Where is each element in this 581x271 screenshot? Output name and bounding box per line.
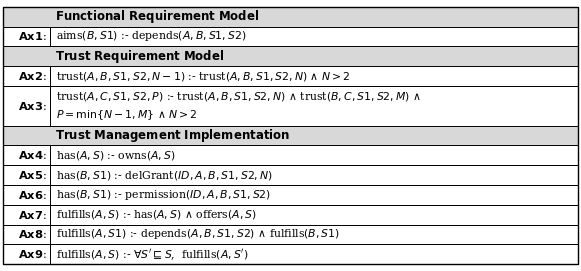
Bar [50,86,578,125]
Bar [3,205,50,225]
Text: $\bf{Functional\ Requirement\ Model}$: $\bf{Functional\ Requirement\ Model}$ [55,8,260,25]
Text: $\mathbf{Ax2}$:: $\mathbf{Ax2}$: [17,70,46,82]
Bar [3,7,578,27]
Text: fulfills$(A, S)$ :- has$(A, S)$ $\wedge$ offers$(A, S)$: fulfills$(A, S)$ :- has$(A, S)$ $\wedge$… [56,208,257,221]
Bar [50,225,578,244]
Text: aims$(B, S1)$ :- depends$(A, B, S1, S2)$: aims$(B, S1)$ :- depends$(A, B, S1, S2)$ [56,30,247,44]
Bar [3,244,50,264]
Text: $\bf{Trust\ Requirement\ Model}$: $\bf{Trust\ Requirement\ Model}$ [55,48,224,65]
Text: $\mathbf{Ax4}$:: $\mathbf{Ax4}$: [17,149,46,161]
Bar [3,66,50,86]
Bar [3,146,50,165]
Text: has$(B, S1)$ :- delGrant$(ID, A, B, S1, S2, N)$: has$(B, S1)$ :- delGrant$(ID, A, B, S1, … [56,169,273,182]
Text: has$(A, S)$ :- owns$(A, S)$: has$(A, S)$ :- owns$(A, S)$ [56,149,176,162]
Bar [3,185,50,205]
Text: $\mathbf{Ax7}$:: $\mathbf{Ax7}$: [17,209,46,221]
Bar [50,165,578,185]
Bar [3,27,50,46]
Text: $\mathbf{Ax5}$:: $\mathbf{Ax5}$: [17,169,46,181]
Text: $P = \min\{N-1, M\}$ $\wedge$ $N > 2$: $P = \min\{N-1, M\}$ $\wedge$ $N > 2$ [56,108,198,122]
Bar [50,66,578,86]
Bar [3,46,578,66]
Bar [3,125,578,146]
Bar [3,225,50,244]
Text: $\mathbf{Ax1}$:: $\mathbf{Ax1}$: [17,31,46,43]
Bar [50,27,578,46]
Bar [50,205,578,225]
Text: fulfills$(A, S1)$ :- depends$(A, B, S1, S2)$ $\wedge$ fulfills$(B, S1)$: fulfills$(A, S1)$ :- depends$(A, B, S1, … [56,227,340,241]
Text: $\mathbf{Ax8}$:: $\mathbf{Ax8}$: [17,228,46,240]
Text: $\mathbf{Ax9}$:: $\mathbf{Ax9}$: [17,248,46,260]
Text: trust$(A, B, S1, S2, N-1)$ :- trust$(A, B, S1, S2, N)$ $\wedge$ $N > 2$: trust$(A, B, S1, S2, N-1)$ :- trust$(A, … [56,70,351,83]
Text: $\bf{Trust\ Management\ Implementation}$: $\bf{Trust\ Management\ Implementation}$ [55,127,290,144]
Bar [3,165,50,185]
Text: has$(B, S1)$ :- permission$(ID, A, B, S1, S2)$: has$(B, S1)$ :- permission$(ID, A, B, S1… [56,188,271,202]
Text: trust$(A, C, S1, S2, P)$ :- trust$(A, B, S1, S2, N)$ $\wedge$ trust$(B, C, S1, S: trust$(A, C, S1, S2, P)$ :- trust$(A, B,… [56,90,421,103]
Bar [50,185,578,205]
Text: $\mathbf{Ax3}$:: $\mathbf{Ax3}$: [17,100,46,112]
Bar [3,86,50,125]
Bar [50,244,578,264]
Text: $\mathbf{Ax6}$:: $\mathbf{Ax6}$: [17,189,46,201]
Bar [50,146,578,165]
Text: fulfills$(A, S)$ :- $\forall S' \sqsubseteq S$,  fulfills$(A, S')$: fulfills$(A, S)$ :- $\forall S' \sqsubse… [56,247,249,262]
